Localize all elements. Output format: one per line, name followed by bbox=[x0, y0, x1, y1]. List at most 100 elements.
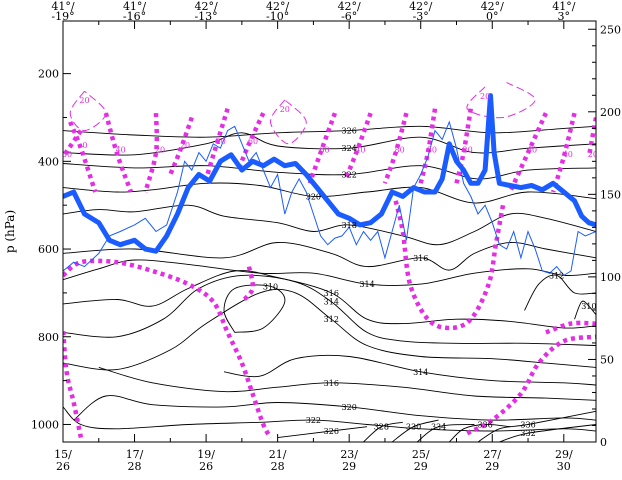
x-tick-label-top-2: 42°/-13° bbox=[194, 0, 218, 23]
contour-line-10 bbox=[63, 274, 596, 346]
contour-label-22: 336 bbox=[520, 420, 535, 429]
axis-ticks-layer: 15/26 17/28 19/26 21/28 23/29 25/29 27/29 29/30… bbox=[31, 0, 621, 473]
magenta-dashed-label-2: 20 bbox=[155, 146, 165, 155]
contour-line-6 bbox=[63, 259, 596, 286]
contour-label-2: 322 bbox=[342, 170, 357, 179]
x-tick-label-top-4: 42°/-6° bbox=[338, 0, 361, 23]
magenta-thin-contour-2 bbox=[466, 81, 536, 119]
magenta-thin-label-0: 20 bbox=[79, 96, 89, 105]
contour-labels-layer: 3263243223203183163143123103163143123103… bbox=[62, 92, 598, 438]
contour-label-13: 314 bbox=[413, 368, 428, 377]
magenta-dashed-contour-4 bbox=[203, 108, 230, 180]
magenta-dashed-label-5: 30 bbox=[62, 150, 72, 159]
contour-line-15 bbox=[73, 395, 596, 421]
magenta-dashed-label-10: 80 bbox=[427, 146, 437, 155]
contour-label-18: 328 bbox=[374, 423, 389, 432]
magenta-dashed-label-1: 40 bbox=[116, 146, 126, 155]
x-tick-label-top-1: 41°/-16° bbox=[123, 0, 147, 23]
y-tick-label-right-0: 0 bbox=[600, 436, 607, 449]
x-tick-label-bottom-1: 17/28 bbox=[126, 448, 144, 473]
contour-line-9 bbox=[63, 270, 596, 329]
magenta-dashed-label-4: 20 bbox=[216, 137, 226, 146]
contour-line-8 bbox=[574, 300, 596, 320]
blue-thin-series bbox=[63, 120, 596, 277]
magenta-dashed-label-8: 40 bbox=[355, 146, 365, 155]
magenta-thin-contours-layer bbox=[69, 81, 536, 145]
y-tick-label-right-5: 250 bbox=[600, 23, 621, 36]
magenta-dashed-contour-7 bbox=[307, 112, 338, 185]
magenta-dashed-contour-9 bbox=[382, 112, 409, 185]
magenta-dashed-contours-layer bbox=[63, 108, 596, 439]
magenta-dashed-label-14: 20 bbox=[588, 150, 598, 159]
contour-label-20: 334 bbox=[431, 423, 446, 432]
contour-label-1: 324 bbox=[342, 144, 357, 153]
magenta-dashed-label-12: 40 bbox=[527, 146, 537, 155]
contour-line-1 bbox=[63, 132, 596, 156]
contour-label-15: 320 bbox=[342, 403, 357, 412]
y-tick-label-left-4: 1000 bbox=[31, 418, 59, 431]
y-axis-title: p (hPa) bbox=[3, 210, 17, 253]
contour-label-7: 312 bbox=[549, 271, 564, 280]
magenta-dashed-label-0: 0 bbox=[82, 141, 87, 150]
y-tick-label-left-3: 800 bbox=[38, 331, 59, 344]
contour-label-12: 310 bbox=[263, 282, 278, 291]
magenta-thin-label-1: 20 bbox=[280, 105, 290, 114]
x-tick-label-bottom-6: 27/29 bbox=[483, 448, 501, 473]
contour-label-3: 320 bbox=[306, 192, 321, 201]
contour-label-11: 312 bbox=[324, 315, 339, 324]
contour-label-8: 310 bbox=[581, 302, 596, 311]
magenta-dashed-label-6: 60 bbox=[248, 137, 258, 146]
magenta-thin-contour-0 bbox=[69, 90, 107, 132]
contour-line-16 bbox=[63, 406, 596, 432]
magenta-dashed-contour-11 bbox=[454, 108, 474, 184]
x-tick-label-top-7: 41°/3° bbox=[552, 0, 575, 23]
magenta-dashed-contour-14 bbox=[586, 117, 596, 158]
magenta-dashed-label-3: 20 bbox=[180, 141, 190, 150]
blue-series-layer bbox=[63, 93, 596, 277]
y-tick-label-left-0: 200 bbox=[38, 68, 59, 81]
magenta-thin-label-2: 20 bbox=[480, 92, 490, 101]
contour-line-20 bbox=[416, 424, 475, 442]
x-tick-label-top-5: 42°/-3° bbox=[409, 0, 432, 23]
contour-line-7 bbox=[524, 274, 596, 311]
contour-label-19: 330 bbox=[406, 423, 421, 432]
contour-label-4: 318 bbox=[342, 221, 357, 230]
contour-label-14: 316 bbox=[324, 379, 339, 388]
contour-line-4 bbox=[63, 204, 596, 246]
contour-label-6: 314 bbox=[359, 280, 374, 289]
x-tick-label-bottom-3: 21/28 bbox=[269, 448, 287, 473]
blue-thick-series bbox=[63, 93, 596, 254]
contour-line-23 bbox=[499, 424, 596, 442]
contour-label-0: 326 bbox=[342, 127, 357, 136]
contour-line-17 bbox=[277, 426, 368, 439]
y-tick-label-left-2: 600 bbox=[38, 243, 59, 256]
contour-line-18 bbox=[363, 421, 403, 442]
y-tick-label-right-4: 200 bbox=[600, 106, 621, 119]
contour-label-16: 322 bbox=[306, 416, 321, 425]
x-tick-label-top-3: 42°/-10° bbox=[266, 0, 290, 23]
contour-label-10: 314 bbox=[324, 298, 339, 307]
theta-contours-layer bbox=[63, 125, 596, 442]
contour-label-9: 316 bbox=[324, 289, 339, 298]
x-tick-label-bottom-2: 19/26 bbox=[197, 448, 215, 473]
contour-label-5: 316 bbox=[413, 254, 428, 263]
contour-label-21: 336 bbox=[477, 420, 492, 429]
magenta-dashed-contour-16 bbox=[63, 327, 84, 439]
contour-line-12 bbox=[223, 284, 286, 333]
contour-label-17: 326 bbox=[324, 427, 339, 436]
magenta-dashed-contour-19 bbox=[466, 334, 596, 436]
contour-line-21 bbox=[448, 424, 511, 442]
x-tick-label-top-6: 42°/0° bbox=[481, 0, 504, 23]
contour-line-19 bbox=[391, 419, 439, 442]
magenta-thin-contour-1 bbox=[269, 99, 307, 145]
contour-line-11 bbox=[63, 288, 596, 371]
magenta-dashed-contour-15 bbox=[63, 258, 273, 439]
y-tick-label-right-3: 150 bbox=[600, 188, 621, 201]
magenta-dashed-contour-1 bbox=[103, 112, 134, 193]
magenta-dashed-label-13: 40 bbox=[563, 150, 573, 159]
contour-line-13 bbox=[223, 354, 596, 386]
magenta-dashed-contour-18 bbox=[393, 200, 506, 331]
magenta-dashed-label-11: 20 bbox=[463, 146, 473, 155]
contour-line-22 bbox=[477, 410, 596, 442]
